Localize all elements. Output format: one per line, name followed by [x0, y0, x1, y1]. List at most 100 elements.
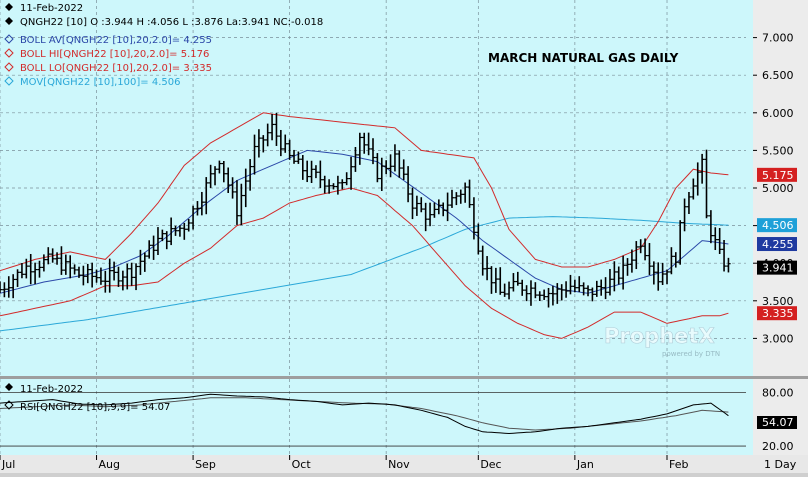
ohlc-bar [392, 144, 398, 172]
legend-item: BOLL HI[QNGH22 [10],20,2.0]= 5.176 [20, 49, 209, 60]
ohlc-bar [155, 227, 161, 256]
ohlc-bar [278, 129, 284, 157]
ohlc-bar [10, 274, 16, 299]
ohlc-bar [287, 139, 292, 160]
ohlc-bar [182, 222, 187, 240]
legend-item: BOLL LO[QNGH22 [10],20,2.0]= 3.335 [20, 63, 212, 74]
ohlc-bar [410, 187, 415, 220]
ohlc-bar [594, 280, 599, 297]
rsi-header: 11-Feb-2022 RSI[QNGH22 [10],9,9]= 54.07 [4, 383, 170, 413]
ohlc-bar [423, 202, 428, 232]
ohlc-bar [318, 160, 323, 188]
value-tag: 3.335 [762, 307, 794, 320]
rsi-line [0, 393, 729, 435]
ohlc-bar [50, 248, 55, 263]
ohlc-bar [54, 252, 60, 265]
time-axis-area[interactable] [0, 455, 808, 473]
ohlc-bar [405, 166, 411, 203]
ohlc-bar [76, 266, 82, 278]
ohlc-bar [563, 281, 569, 298]
time-axis-label: Nov [388, 458, 410, 471]
ohlc-bar [28, 253, 33, 285]
ohlc-bar [274, 112, 279, 146]
ohlc-bar [313, 165, 319, 179]
ohlc-bar [559, 284, 564, 301]
ohlc-bar [68, 255, 73, 279]
ohlc-bar [713, 227, 718, 251]
rsi-axis-label: 20.00 [762, 440, 794, 453]
price-bars [0, 112, 731, 308]
value-tag: 3.941 [762, 262, 794, 275]
diamond-filled-icon [5, 383, 13, 391]
ohlc-bar [348, 156, 354, 190]
ohlc-bar [19, 263, 25, 279]
ohlc-bar [234, 180, 240, 225]
ohlc-bar [537, 291, 542, 302]
ohlc-bar [177, 225, 183, 237]
ohlc-bar [89, 262, 95, 288]
ohlc-bar [726, 257, 731, 273]
ohlc-bar [107, 258, 112, 293]
ohlc-bar [291, 149, 297, 164]
ohlc-bar [568, 274, 573, 295]
diamond-outline-icon [4, 48, 14, 58]
ohlc-bar [388, 154, 393, 178]
chart-title: MARCH NATURAL GAS DAILY [488, 51, 679, 65]
time-axis-label: Aug [99, 458, 120, 471]
price-axis-label: 7.000 [762, 32, 794, 45]
ohlc-bar [427, 202, 433, 227]
ohlc-bar [704, 149, 709, 219]
rsi-axis-label: 80.00 [762, 386, 794, 399]
ohlc-bar [344, 172, 349, 186]
ohlc-bar [577, 276, 582, 293]
ohlc-bar [541, 289, 547, 300]
diamond-outline-icon [4, 400, 14, 410]
ohlc-bar [204, 177, 209, 215]
ohlc-bar [629, 249, 635, 273]
ohlc-bar [15, 269, 20, 287]
ohlc-bar [682, 198, 687, 232]
value-tag-bg [757, 218, 797, 233]
ohlc-bar [322, 175, 327, 194]
ohlc-bar [151, 235, 156, 260]
ohlc-bar [721, 239, 727, 272]
time-axis-label: Jan [576, 458, 594, 471]
ohlc-bar [94, 269, 99, 283]
ohlc-bar [432, 202, 437, 218]
ohlc-bar [32, 262, 38, 285]
ohlc-bar [642, 238, 648, 261]
ohlc-bar [445, 192, 450, 222]
ohlc-bar [476, 223, 481, 255]
ohlc-bar [300, 155, 305, 180]
ohlc-bar [598, 279, 604, 296]
ohlc-bar [63, 254, 69, 275]
panel-separator[interactable] [0, 376, 808, 379]
ohlc-bar [480, 245, 485, 276]
ohlc-bar [441, 202, 446, 217]
ohlc-bar [147, 240, 152, 259]
ohlc-bar [462, 182, 468, 203]
ohlc-bar [138, 249, 143, 275]
ohlc-bar [247, 159, 253, 191]
ohlc-bar [353, 146, 358, 172]
ohlc-bar [261, 135, 266, 153]
time-axis-label: Feb [669, 458, 688, 471]
ohlc-bar [46, 247, 51, 265]
ohlc-bar [103, 270, 108, 293]
ohlc-bar [708, 210, 714, 244]
ohlc-bar [502, 283, 507, 297]
value-tag: 5.175 [762, 169, 794, 182]
period-label[interactable]: 1 Day [764, 458, 797, 471]
price-axis-label: 6.500 [762, 69, 794, 82]
ohlc-bar [515, 271, 521, 286]
ohlc-bar [59, 246, 64, 275]
mov-100-line [0, 216, 729, 332]
rsi-plot-area[interactable] [0, 379, 753, 455]
ohlc-bar [120, 270, 126, 291]
price-axis-label: 5.000 [762, 182, 794, 195]
ohlc-bar [467, 179, 472, 208]
value-tag-bg [757, 260, 797, 275]
ohlc-bar [357, 132, 363, 165]
